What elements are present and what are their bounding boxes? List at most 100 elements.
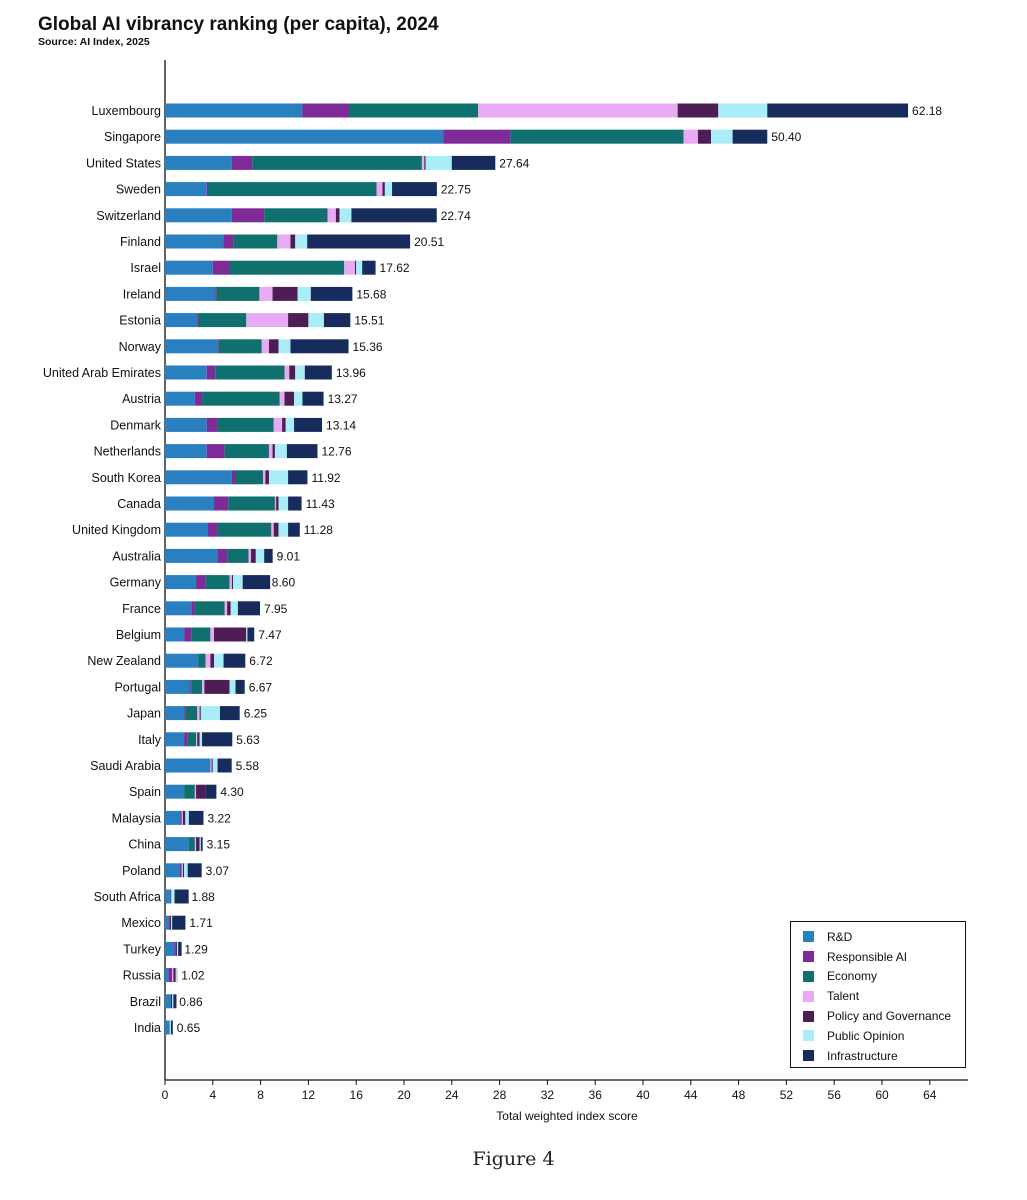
bar-segment bbox=[173, 968, 176, 983]
total-data-label: 5.58 bbox=[236, 759, 260, 773]
total-data-label: 17.62 bbox=[380, 261, 410, 275]
legend-label: Economy bbox=[827, 969, 878, 984]
bar-segment bbox=[191, 679, 203, 694]
total-data-label: 0.65 bbox=[177, 1021, 201, 1035]
legend-swatch bbox=[803, 951, 814, 963]
bar-segment bbox=[184, 706, 186, 721]
bar-segment bbox=[224, 601, 228, 616]
bar-segment bbox=[165, 208, 232, 223]
bar-segment bbox=[165, 365, 207, 380]
bar-segment bbox=[165, 784, 185, 799]
bar-segment bbox=[172, 968, 174, 983]
bar-segment bbox=[274, 444, 287, 459]
bar-segment bbox=[295, 365, 305, 380]
bar-segment bbox=[271, 522, 274, 537]
x-tick-label: 28 bbox=[493, 1088, 507, 1102]
bar-segment bbox=[198, 653, 206, 668]
bar-segment bbox=[323, 313, 351, 328]
bar-segment bbox=[188, 837, 195, 852]
bar-segment bbox=[165, 470, 232, 485]
bar-segment bbox=[425, 155, 452, 170]
bar-segment bbox=[204, 679, 230, 694]
bar-segment bbox=[683, 129, 698, 144]
bar-segment bbox=[233, 234, 278, 249]
total-data-label: 6.25 bbox=[244, 707, 268, 721]
bar-segment bbox=[223, 653, 246, 668]
bar-segment bbox=[351, 208, 437, 223]
bar-segment bbox=[175, 968, 177, 983]
bar-segment bbox=[165, 234, 224, 249]
category-label: Sweden bbox=[116, 183, 161, 197]
bar-segment bbox=[228, 496, 275, 511]
bar-segment bbox=[288, 496, 302, 511]
bar-segment bbox=[276, 496, 279, 511]
bar-segment bbox=[268, 339, 279, 354]
bar-segment bbox=[451, 155, 496, 170]
bar-segment bbox=[170, 915, 173, 930]
category-label: Luxembourg bbox=[92, 104, 162, 118]
bar-segment bbox=[355, 260, 357, 275]
bar-segment bbox=[212, 758, 218, 773]
bar-segment bbox=[199, 837, 201, 852]
bar-segment bbox=[227, 601, 231, 616]
category-label: Malaysia bbox=[112, 811, 161, 825]
bar-segment bbox=[205, 575, 230, 590]
total-data-label: 0.86 bbox=[179, 995, 203, 1009]
category-label: Netherlands bbox=[94, 445, 161, 459]
bar-segment bbox=[194, 391, 203, 406]
bar-segment bbox=[172, 915, 186, 930]
x-tick-label: 48 bbox=[732, 1088, 746, 1102]
bar-segment bbox=[180, 810, 182, 825]
bar-segment bbox=[187, 732, 197, 747]
bar-segment bbox=[211, 758, 213, 773]
total-data-label: 15.51 bbox=[354, 314, 384, 328]
bar-segment bbox=[443, 129, 511, 144]
bar-segment bbox=[213, 627, 247, 642]
bar-segment bbox=[718, 103, 768, 118]
category-label: South Africa bbox=[94, 890, 161, 904]
bar-segment bbox=[223, 234, 234, 249]
bar-segment bbox=[205, 784, 217, 799]
bar-segment bbox=[273, 417, 283, 432]
bar-segment bbox=[302, 103, 350, 118]
x-tick-label: 60 bbox=[875, 1088, 889, 1102]
legend-label: Infrastructure bbox=[827, 1048, 898, 1063]
bar-segment bbox=[235, 679, 245, 694]
bar-segment bbox=[284, 391, 295, 406]
total-data-label: 3.22 bbox=[207, 811, 231, 825]
category-label: South Korea bbox=[92, 471, 162, 485]
bar-segment bbox=[202, 732, 233, 747]
category-label: Finland bbox=[120, 235, 161, 249]
category-label: New Zealand bbox=[87, 654, 161, 668]
category-label: Brazil bbox=[130, 995, 161, 1009]
total-data-label: 1.71 bbox=[189, 916, 213, 930]
bar-segment bbox=[206, 365, 216, 380]
bar-segment bbox=[274, 496, 277, 511]
x-tick-label: 32 bbox=[541, 1088, 555, 1102]
bar-segment bbox=[344, 260, 356, 275]
total-data-label: 15.36 bbox=[353, 340, 383, 354]
total-data-label: 8.60 bbox=[272, 576, 296, 590]
bar-segment bbox=[169, 1020, 171, 1035]
bar-segment bbox=[206, 444, 225, 459]
category-label: Saudi Arabia bbox=[90, 759, 161, 773]
bar-segment bbox=[174, 941, 176, 956]
bar-segment bbox=[229, 575, 232, 590]
bar-segment bbox=[233, 575, 243, 590]
bar-segment bbox=[297, 286, 311, 301]
bar-segment bbox=[165, 758, 211, 773]
bar-segment bbox=[246, 627, 248, 642]
category-label: Australia bbox=[112, 549, 161, 563]
total-data-label: 1.88 bbox=[191, 890, 215, 904]
total-data-label: 13.27 bbox=[328, 392, 358, 406]
legend-label: Talent bbox=[827, 989, 860, 1004]
bar-segment bbox=[259, 286, 273, 301]
x-tick-label: 24 bbox=[445, 1088, 459, 1102]
bar-segment bbox=[278, 496, 289, 511]
bar-segment bbox=[264, 208, 328, 223]
bar-segment bbox=[181, 810, 183, 825]
bar-segment bbox=[191, 601, 195, 616]
bar-segment bbox=[190, 679, 192, 694]
total-data-label: 11.43 bbox=[306, 497, 335, 511]
